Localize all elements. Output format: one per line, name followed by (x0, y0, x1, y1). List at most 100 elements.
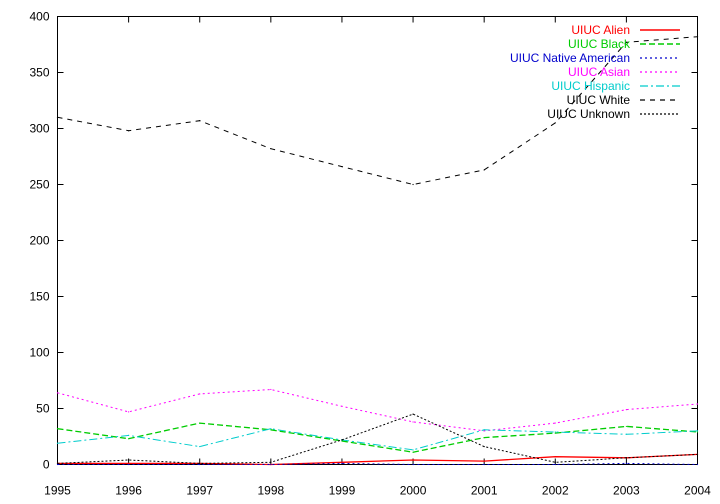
data-point (128, 411, 130, 413)
data-point (56, 442, 59, 444)
data-point (483, 437, 485, 439)
data-point (696, 453, 699, 456)
legend-label: UIUC Alien (571, 23, 630, 37)
data-point (128, 459, 130, 461)
data-point (128, 438, 130, 440)
data-point (625, 457, 627, 459)
data-point (128, 434, 130, 436)
data-point (412, 183, 414, 186)
data-point (341, 439, 343, 441)
data-point (199, 463, 201, 466)
data-point (696, 463, 699, 466)
data-point (56, 116, 59, 118)
y-tick-label: 350 (29, 66, 49, 80)
series-line-5 (57, 428, 698, 451)
data-point (696, 430, 699, 432)
data-point (554, 431, 556, 433)
legend-label: UIUC Hispanic (551, 79, 630, 93)
data-point (625, 41, 627, 43)
data-point (128, 130, 130, 132)
legend-label: UIUC Native American (510, 51, 630, 65)
legend-label: UIUC Black (568, 37, 631, 51)
data-point (56, 428, 59, 430)
y-tick-label: 250 (29, 178, 49, 192)
data-point (270, 388, 272, 391)
series-line-3 (57, 462, 698, 465)
data-point (270, 463, 272, 466)
data-point (625, 433, 627, 435)
series-line-6 (57, 36, 698, 186)
data-point (56, 392, 59, 394)
data-point (270, 148, 272, 150)
data-point (341, 405, 343, 407)
data-point (554, 432, 556, 434)
data-point (625, 425, 627, 428)
data-point (341, 165, 343, 168)
y-tick-label: 50 (36, 402, 50, 416)
data-point (625, 462, 627, 464)
series-lines (56, 36, 699, 466)
data-point (128, 462, 130, 464)
y-tick-label: 200 (29, 234, 49, 248)
axis-ticks: 0 50 100 150 200 250 300 350 400 1995 1996 1997 1998… (29, 10, 711, 498)
data-point (199, 422, 201, 424)
data-point (270, 461, 272, 463)
series-line-7 (57, 413, 698, 464)
data-point (554, 463, 556, 466)
data-point (341, 461, 343, 463)
data-point (554, 422, 556, 424)
data-point (625, 409, 627, 411)
data-point (554, 122, 556, 124)
data-point (696, 431, 699, 433)
data-point (270, 428, 272, 430)
series-line-2 (57, 422, 698, 453)
data-point (483, 429, 485, 431)
x-tick-label: 1997 (186, 484, 213, 498)
data-point (412, 421, 414, 423)
data-point (199, 393, 201, 395)
data-point (483, 460, 485, 462)
x-tick-label: 1996 (115, 484, 142, 498)
x-tick-label: 2004 (684, 484, 711, 498)
x-tick-label: 1998 (257, 484, 284, 498)
legend-label: UIUC Unknown (547, 107, 630, 121)
legend-label: UIUC White (567, 93, 631, 107)
series-line-1 (57, 453, 698, 466)
x-tick-label: 2000 (400, 484, 427, 498)
data-point (554, 461, 556, 463)
data-point (412, 459, 414, 461)
x-tick-label: 1999 (329, 484, 356, 498)
data-point (483, 445, 485, 448)
data-point (341, 440, 343, 442)
data-point (270, 429, 272, 431)
data-point (696, 36, 699, 38)
y-tick-label: 150 (29, 290, 49, 304)
data-point (554, 456, 556, 458)
legend-label: UIUC Asian (568, 65, 630, 79)
data-point (483, 430, 485, 432)
data-point (483, 463, 485, 466)
y-tick-label: 100 (29, 346, 49, 360)
data-point (412, 463, 414, 466)
data-point (199, 445, 201, 448)
x-tick-label: 2002 (542, 484, 569, 498)
data-point (56, 463, 59, 466)
data-point (483, 169, 485, 171)
data-point (412, 449, 414, 451)
data-point (341, 462, 343, 464)
y-tick-label: 0 (43, 458, 50, 472)
data-point (56, 462, 59, 464)
x-tick-label: 1995 (44, 484, 71, 498)
data-point (199, 462, 201, 464)
data-point (696, 403, 699, 405)
data-point (128, 463, 130, 466)
y-tick-label: 400 (29, 10, 49, 24)
y-tick-label: 300 (29, 122, 49, 136)
series-line-4 (57, 388, 698, 432)
data-point (412, 413, 414, 415)
x-tick-label: 2001 (471, 484, 498, 498)
x-tick-label: 2003 (613, 484, 640, 498)
data-point (412, 451, 414, 453)
